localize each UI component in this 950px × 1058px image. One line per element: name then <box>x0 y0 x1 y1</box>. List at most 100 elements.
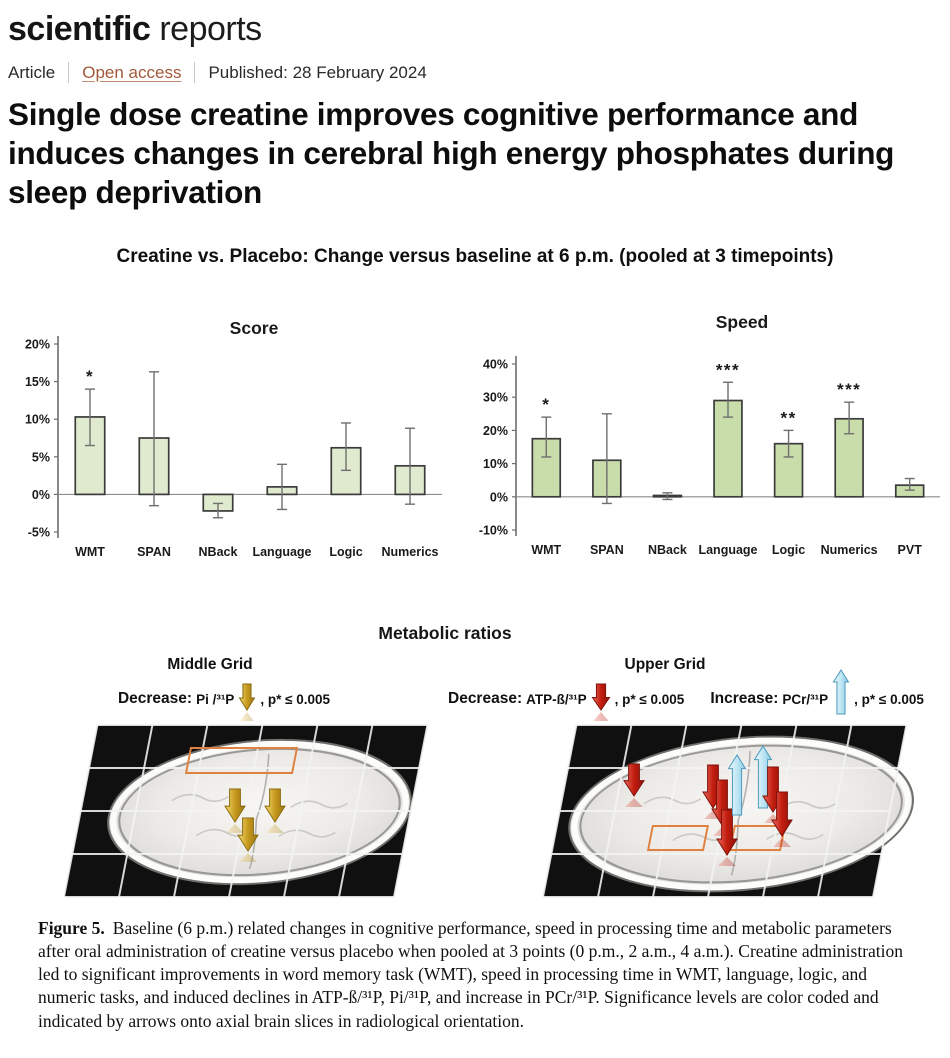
grid-line-vertical <box>62 725 99 898</box>
longitudinal-fissure <box>730 751 751 876</box>
meta-divider <box>194 62 196 83</box>
open-access-link[interactable]: Open access <box>82 62 182 82</box>
y-tick-label: 0% <box>490 490 508 504</box>
arrow-reflection <box>226 824 244 834</box>
middle-grid-legend: Decrease: Pi /³¹P , p* ≤ 0.005 <box>0 676 448 722</box>
roi-outline <box>184 747 299 775</box>
published-date: Published: 28 February 2024 <box>208 62 427 82</box>
figure-caption-text: Baseline (6 p.m.) related changes in cog… <box>38 918 904 1031</box>
category-label: Numerics <box>821 543 878 557</box>
sulci-texture <box>643 796 702 805</box>
legend-pvalue-label: , p* ≤ 0.005 <box>614 691 685 707</box>
legend-action-label: Decrease: <box>448 690 523 708</box>
increase-pcr-legend: Increase: PCr/³¹P , p* ≤ 0.005 <box>710 668 924 730</box>
decrease-pi-legend: Decrease: Pi /³¹P , p* ≤ 0.005 <box>117 682 331 722</box>
arrow-reflection <box>625 798 643 808</box>
y-tick-label: 0% <box>32 488 50 502</box>
gold-down-arrow <box>237 817 259 853</box>
category-label: WMT <box>531 543 561 557</box>
arrow-reflection <box>592 712 609 722</box>
decrease-red-arrow-icon <box>591 683 611 722</box>
metabolic-section: Metabolic ratios Middle Grid Upper Grid … <box>0 623 950 907</box>
red-down-arrow <box>623 763 645 798</box>
score-bar-chart: Score 20% 15% 10% 5% 0% -5% * WMT SPAN NBack Langua… <box>25 318 442 559</box>
roi-outline <box>646 825 709 852</box>
legend-pvalue-label: , p* ≤ 0.005 <box>854 691 924 707</box>
metabolic-legends-row: Decrease: Pi /³¹P , p* ≤ 0.005 Decrease:… <box>0 669 950 722</box>
grid-line-vertical <box>541 725 578 898</box>
significance-stars: * <box>86 367 94 386</box>
category-label: Logic <box>772 543 805 557</box>
score-chart-figure: Score 20% 15% 10% 5% 0% -5% * WMT SPAN NBack Langua… <box>4 308 454 567</box>
arrow-reflection <box>240 712 255 722</box>
sulci-texture <box>779 801 837 809</box>
journal-logo-bold: scientific <box>8 10 151 48</box>
upper-grid-brain-slice <box>541 724 914 899</box>
red-down-arrow <box>591 683 611 712</box>
skewed-grid-plane <box>62 724 429 899</box>
skull-band <box>110 740 409 884</box>
y-tick-label: 40% <box>483 358 508 372</box>
gold-down-arrow <box>264 788 286 824</box>
upper-grid-legend: Decrease: ATP-ß/³¹P , p* ≤ 0.005 Increas… <box>448 669 950 722</box>
category-label: SPAN <box>137 545 171 559</box>
arrow-reflection <box>718 857 736 867</box>
middle-grid-label: Middle Grid <box>167 656 253 674</box>
upper-grid-panel <box>465 722 950 907</box>
middle-grid-brain-slice <box>62 724 429 899</box>
middle-grid-panel <box>0 722 465 907</box>
significance-stars: *** <box>837 380 861 399</box>
y-tick-label: 10% <box>25 413 50 427</box>
significance-stars: * <box>542 395 550 414</box>
category-label: NBack <box>648 543 687 557</box>
y-tick-label: 20% <box>483 424 508 438</box>
gold-down-arrow <box>224 788 246 824</box>
journal-logo-regular: reports <box>159 10 262 48</box>
upper-grid-label: Upper Grid <box>624 656 706 674</box>
inner-skull-line <box>579 744 903 884</box>
sulci-texture <box>171 793 229 803</box>
legend-action-label: Decrease: <box>117 690 193 708</box>
meta-divider <box>68 62 70 83</box>
brain-slices-row <box>0 722 950 907</box>
category-label: Language <box>252 545 311 559</box>
gold-down-arrow <box>238 683 256 712</box>
decrease-gold-arrow-icon <box>238 683 256 722</box>
blue-up-arrow <box>832 669 850 715</box>
sulci-texture <box>278 829 336 838</box>
red-down-arrow <box>771 791 793 838</box>
inner-skull-line <box>118 747 401 877</box>
increase-blue-arrow-icon <box>832 669 850 715</box>
y-tick-label: 5% <box>32 450 50 464</box>
article-title: Single dose creatine improves cognitive … <box>8 96 895 211</box>
arrow-reflection <box>266 824 284 834</box>
figure-caption-label: Figure 5. <box>38 918 105 939</box>
legend-ratio-label: Pi /³¹P <box>196 691 235 707</box>
y-tick-label: 30% <box>483 391 508 405</box>
y-tick-label: -10% <box>479 524 508 538</box>
article-type-label: Article <box>8 62 56 82</box>
figure-subtitle: Creatine vs. Placebo: Change versus base… <box>116 246 834 268</box>
category-label: PVT <box>898 543 923 557</box>
speed-bar-chart: Speed 40% 30% 20% 10% 0% -10% * WMT SPAN NBack *** L… <box>479 312 940 557</box>
chart-title: Speed <box>716 312 769 332</box>
category-label: Language <box>698 543 757 557</box>
sulci-texture <box>290 800 348 809</box>
blue-up-arrow <box>727 754 747 816</box>
charts-row: Score 20% 15% 10% 5% 0% -5% * WMT SPAN NBack Langua… <box>4 308 948 567</box>
arrow-reflection <box>239 853 257 863</box>
y-tick-label: 20% <box>25 338 50 352</box>
speed-chart-figure: Speed 40% 30% 20% 10% 0% -10% * WMT SPAN NBack *** L… <box>454 308 948 567</box>
chart-title: Score <box>230 318 279 338</box>
legend-pvalue-label: , p* ≤ 0.005 <box>260 691 331 707</box>
arrow-reflection <box>773 838 791 848</box>
category-label: Numerics <box>382 545 439 559</box>
significance-stars: *** <box>716 360 740 379</box>
category-label: NBack <box>199 545 238 559</box>
article-meta: Article Open access Published: 28 Februa… <box>8 62 950 83</box>
metabolic-title: Metabolic ratios <box>378 623 512 644</box>
decrease-atp-legend: Decrease: ATP-ß/³¹P , p* ≤ 0.005 <box>448 682 685 722</box>
legend-ratio-label: ATP-ß/³¹P <box>526 691 587 707</box>
journal-logo: scientific reports <box>0 0 950 49</box>
